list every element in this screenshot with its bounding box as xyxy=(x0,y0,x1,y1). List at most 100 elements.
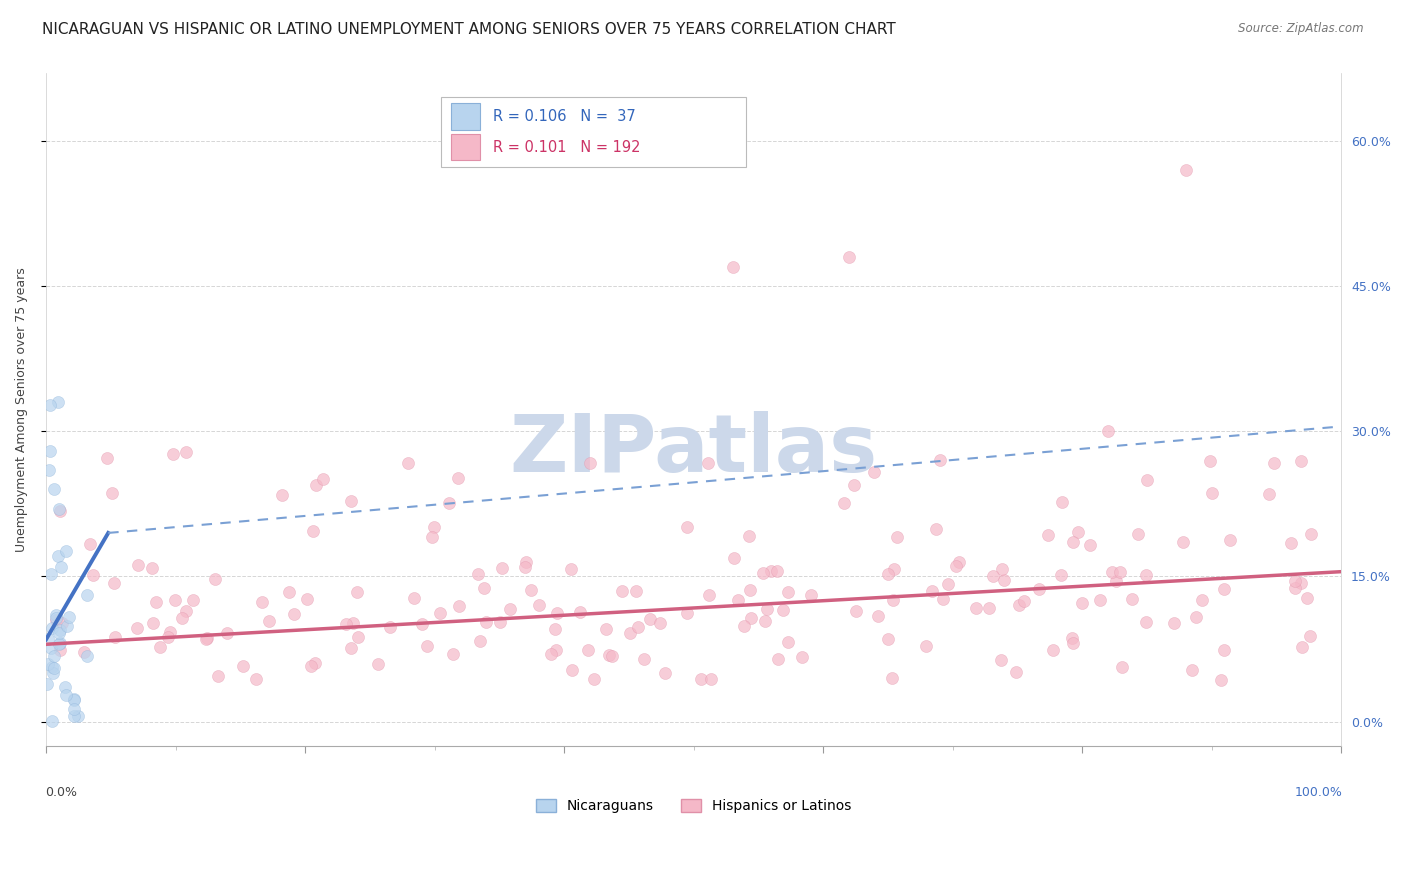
Point xyxy=(866,608,889,623)
Point xyxy=(491,560,513,574)
Point xyxy=(1289,454,1312,468)
Point xyxy=(544,622,567,636)
Point xyxy=(766,652,789,666)
Point xyxy=(981,569,1004,583)
Point xyxy=(49,623,72,637)
Point xyxy=(1257,487,1279,501)
Point xyxy=(838,250,860,264)
Point xyxy=(1008,598,1031,612)
Point xyxy=(582,672,605,686)
Point xyxy=(39,640,62,655)
Point xyxy=(568,605,591,619)
Point xyxy=(181,592,204,607)
Point xyxy=(44,483,66,497)
Point xyxy=(845,604,868,618)
Point xyxy=(346,585,368,599)
Point xyxy=(1295,591,1317,605)
Point xyxy=(404,591,426,605)
Point xyxy=(689,672,711,686)
Point xyxy=(41,621,63,635)
Point xyxy=(700,672,723,686)
Point xyxy=(619,625,641,640)
Point xyxy=(62,708,84,723)
Text: NICARAGUAN VS HISPANIC OR LATINO UNEMPLOYMENT AMONG SENIORS OVER 75 YEARS CORREL: NICARAGUAN VS HISPANIC OR LATINO UNEMPLO… xyxy=(42,22,896,37)
Point xyxy=(766,564,789,578)
Point xyxy=(423,520,446,534)
Point xyxy=(1289,575,1312,590)
Point xyxy=(675,606,697,620)
Point xyxy=(772,603,794,617)
Point xyxy=(1209,673,1232,687)
Point xyxy=(915,639,938,653)
Point xyxy=(648,616,671,631)
Point xyxy=(174,444,197,458)
Point xyxy=(271,488,294,502)
Point xyxy=(1097,424,1119,438)
Point xyxy=(527,598,550,612)
Point xyxy=(250,595,273,609)
Point xyxy=(232,658,254,673)
Point xyxy=(759,564,782,578)
Point xyxy=(55,688,77,702)
Point xyxy=(654,665,676,680)
Point xyxy=(48,637,70,651)
Point xyxy=(1135,567,1157,582)
Point xyxy=(411,616,433,631)
Point xyxy=(277,585,299,599)
Point xyxy=(1062,535,1084,549)
Point xyxy=(800,588,823,602)
Point xyxy=(638,612,661,626)
Point xyxy=(489,615,512,629)
Point xyxy=(312,473,335,487)
Point xyxy=(467,566,489,581)
Point xyxy=(1109,566,1132,580)
Point xyxy=(37,657,59,672)
Point xyxy=(1062,636,1084,650)
FancyBboxPatch shape xyxy=(441,96,745,167)
Point xyxy=(1012,594,1035,608)
Point xyxy=(63,693,86,707)
Point xyxy=(195,631,218,645)
Point xyxy=(195,632,218,647)
FancyBboxPatch shape xyxy=(451,103,479,130)
Point xyxy=(1050,568,1073,582)
Point xyxy=(1042,643,1064,657)
Point xyxy=(877,632,900,646)
Point xyxy=(49,560,72,574)
Point xyxy=(790,650,813,665)
Point xyxy=(1201,486,1223,500)
Point xyxy=(1191,593,1213,607)
Text: ZIPatlas: ZIPatlas xyxy=(509,411,877,489)
Point xyxy=(925,522,948,536)
Legend: Nicaraguans, Hispanics or Latinos: Nicaraguans, Hispanics or Latinos xyxy=(536,798,852,813)
Point xyxy=(63,691,86,706)
Point xyxy=(610,583,633,598)
Point xyxy=(1181,663,1204,677)
Point xyxy=(721,260,744,274)
Point xyxy=(39,399,62,413)
Point xyxy=(82,567,104,582)
Point xyxy=(723,550,745,565)
Point xyxy=(1070,596,1092,610)
Point xyxy=(53,680,76,694)
Y-axis label: Unemployment Among Seniors over 75 years: Unemployment Among Seniors over 75 years xyxy=(15,267,28,552)
Point xyxy=(340,640,363,655)
Point xyxy=(48,501,70,516)
Point xyxy=(45,608,67,623)
Point xyxy=(921,583,943,598)
Point xyxy=(1171,535,1194,549)
Point xyxy=(1111,660,1133,674)
Point xyxy=(1218,533,1240,548)
Point xyxy=(299,659,322,673)
Point xyxy=(38,443,60,458)
Point xyxy=(842,477,865,491)
Point xyxy=(472,581,495,595)
Point xyxy=(561,663,583,677)
Point xyxy=(624,584,647,599)
Point xyxy=(598,648,620,662)
Point xyxy=(48,636,70,650)
Point xyxy=(776,634,799,648)
Point xyxy=(993,574,1015,588)
Point xyxy=(204,572,226,586)
Point xyxy=(1066,525,1088,540)
